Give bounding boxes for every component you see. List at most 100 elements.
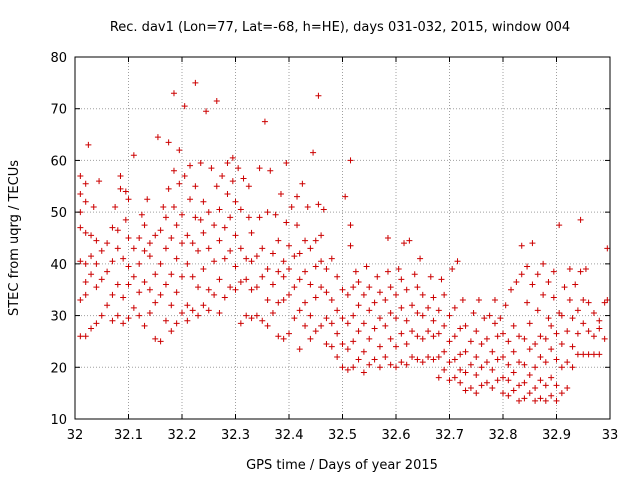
data-point bbox=[462, 322, 469, 329]
data-point bbox=[146, 286, 153, 293]
data-point bbox=[221, 255, 228, 262]
data-point bbox=[516, 333, 523, 340]
data-point bbox=[403, 361, 410, 368]
data-point bbox=[312, 294, 319, 301]
data-point bbox=[360, 369, 367, 376]
data-point bbox=[564, 384, 571, 391]
data-point bbox=[393, 364, 399, 371]
data-point bbox=[363, 263, 370, 270]
data-point bbox=[524, 263, 531, 270]
data-point bbox=[240, 175, 247, 182]
data-point bbox=[467, 361, 474, 368]
data-point bbox=[500, 330, 506, 337]
data-point bbox=[141, 278, 148, 285]
data-point bbox=[259, 245, 266, 252]
data-point bbox=[505, 338, 512, 345]
data-point bbox=[334, 273, 341, 280]
data-point bbox=[553, 330, 560, 337]
data-point bbox=[556, 309, 563, 316]
data-point bbox=[540, 260, 547, 267]
data-point bbox=[216, 237, 223, 244]
data-point bbox=[350, 284, 357, 291]
data-point bbox=[275, 268, 282, 275]
data-point bbox=[566, 297, 573, 304]
data-point bbox=[558, 341, 565, 348]
data-point bbox=[157, 338, 164, 345]
data-point bbox=[473, 372, 480, 379]
data-point bbox=[264, 266, 271, 273]
data-point bbox=[510, 322, 517, 329]
data-point bbox=[489, 384, 496, 391]
data-point bbox=[382, 353, 389, 360]
data-point bbox=[425, 304, 432, 311]
data-point bbox=[419, 359, 426, 366]
data-point bbox=[136, 260, 143, 267]
data-point bbox=[366, 335, 373, 342]
data-point bbox=[478, 364, 485, 371]
y-tick-label: 10 bbox=[50, 413, 67, 428]
data-point bbox=[414, 284, 421, 291]
data-point bbox=[384, 268, 391, 275]
data-point bbox=[219, 172, 226, 179]
data-point bbox=[505, 392, 512, 399]
data-point bbox=[585, 299, 592, 306]
axis-ticks: 32 32.1 32.2 32.3 32.4 32.5 32.6 32.7 32.8 32.9 33… bbox=[50, 51, 618, 443]
data-point bbox=[435, 374, 442, 381]
data-point bbox=[312, 328, 319, 335]
data-point bbox=[224, 160, 231, 167]
data-point bbox=[475, 297, 482, 304]
data-point bbox=[534, 271, 541, 278]
data-point bbox=[521, 361, 528, 368]
data-point bbox=[109, 224, 116, 231]
data-point bbox=[205, 245, 212, 252]
data-point bbox=[170, 167, 177, 174]
data-point bbox=[585, 328, 592, 335]
data-point bbox=[398, 276, 405, 283]
data-point bbox=[430, 294, 437, 301]
data-point bbox=[344, 320, 351, 327]
data-point bbox=[77, 297, 84, 304]
data-point bbox=[414, 333, 421, 340]
data-point bbox=[248, 229, 255, 236]
data-point bbox=[500, 390, 506, 397]
data-point bbox=[125, 196, 132, 203]
data-point bbox=[489, 366, 496, 373]
data-point bbox=[558, 312, 565, 319]
data-point bbox=[181, 172, 188, 179]
data-point bbox=[347, 242, 354, 249]
data-point bbox=[572, 281, 579, 288]
data-point bbox=[334, 307, 341, 314]
data-point bbox=[494, 356, 501, 363]
data-point bbox=[109, 317, 116, 324]
data-point bbox=[590, 309, 597, 316]
data-point bbox=[269, 309, 276, 316]
data-point bbox=[558, 364, 565, 371]
data-point bbox=[302, 299, 309, 306]
data-point bbox=[227, 214, 234, 221]
data-point bbox=[213, 97, 220, 104]
data-point bbox=[104, 302, 111, 309]
data-point bbox=[451, 333, 458, 340]
data-point bbox=[323, 266, 330, 273]
data-point bbox=[136, 289, 143, 296]
data-point bbox=[489, 348, 496, 355]
data-point bbox=[122, 216, 129, 223]
data-point bbox=[596, 325, 603, 332]
data-point bbox=[371, 325, 378, 332]
data-point bbox=[473, 328, 480, 335]
data-point bbox=[243, 276, 250, 283]
data-point bbox=[93, 320, 100, 327]
data-point bbox=[524, 299, 531, 306]
data-point bbox=[195, 247, 202, 254]
data-point bbox=[339, 341, 346, 348]
data-point bbox=[253, 312, 260, 319]
data-point bbox=[165, 139, 172, 146]
x-tick-label: 32.2 bbox=[168, 428, 197, 443]
data-point bbox=[98, 312, 105, 319]
data-point bbox=[457, 351, 464, 358]
data-point bbox=[328, 297, 335, 304]
data-point bbox=[457, 379, 464, 386]
data-point bbox=[483, 359, 490, 366]
data-point bbox=[451, 304, 458, 311]
data-point bbox=[168, 235, 175, 241]
